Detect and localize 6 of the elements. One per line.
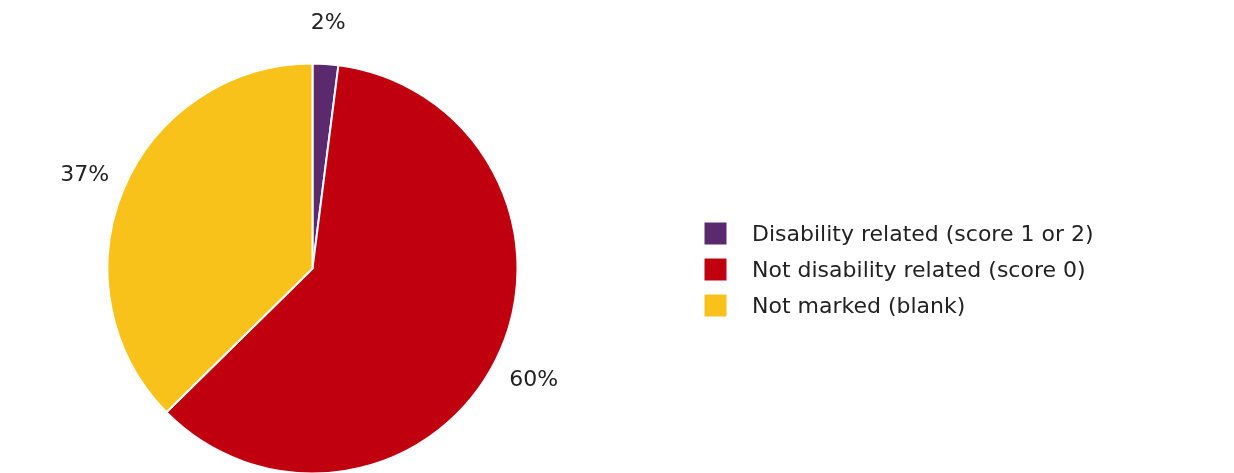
legend-label: Not disability related (score 0) [752,256,1086,282]
legend-label: Disability related (score 1 or 2) [752,220,1094,246]
data-label: 37% [60,160,110,186]
data-label: 60% [509,365,559,391]
data-label: 2% [310,9,346,35]
legend-label: Not marked (blank) [752,292,966,318]
